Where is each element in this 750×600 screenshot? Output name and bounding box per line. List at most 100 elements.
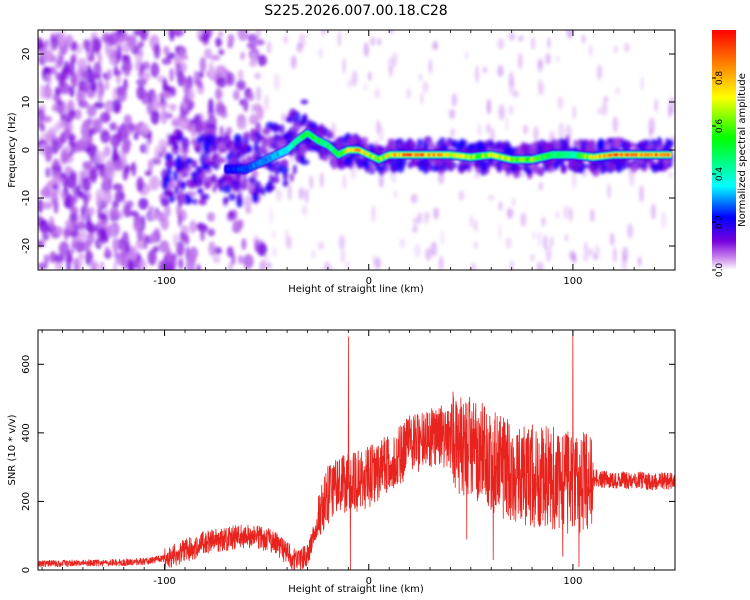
noise-blob [147, 249, 157, 266]
halo-blob [252, 193, 259, 203]
noise-blob [116, 126, 122, 142]
noise-blob [176, 241, 185, 257]
noise-blob [458, 190, 465, 201]
halo-blob [180, 180, 186, 192]
noise-blob [60, 149, 68, 165]
noise-blob [63, 127, 71, 136]
noise-blob [254, 72, 261, 80]
noise-blob [226, 70, 231, 87]
noise-blob [100, 129, 111, 144]
noise-blob [227, 41, 234, 49]
noise-blob [378, 174, 384, 188]
noise-blob [661, 210, 667, 229]
noise-blob [111, 200, 119, 209]
noise-blob [668, 106, 672, 119]
noise-blob [422, 80, 429, 94]
noise-blob [116, 86, 128, 103]
noise-blob [121, 140, 131, 155]
noise-blob [68, 85, 75, 98]
noise-blob [464, 51, 469, 60]
y-tick-label: 10 [21, 96, 32, 109]
noise-blob [612, 246, 617, 263]
noise-blob [82, 160, 92, 170]
noise-blob [107, 47, 117, 61]
noise-blob [346, 78, 354, 89]
noise-blob [498, 104, 506, 121]
noise-blob [103, 189, 113, 205]
noise-blob [95, 194, 103, 208]
noise-blob [309, 175, 313, 190]
noise-blob [498, 223, 502, 241]
halo-blob [624, 139, 630, 150]
halo-blob [416, 138, 424, 146]
halo-blob [373, 144, 383, 155]
noise-blob [246, 42, 257, 49]
halo-blob [257, 134, 265, 141]
noise-blob [71, 40, 78, 51]
noise-blob [80, 70, 88, 80]
halo-blob [343, 158, 352, 165]
noise-blob [86, 55, 95, 63]
noise-blob [42, 232, 50, 241]
halo-blob [190, 171, 198, 178]
halo-blob [214, 157, 221, 167]
halo-blob [198, 132, 208, 143]
noise-blob [140, 215, 146, 231]
noise-blob [42, 201, 53, 210]
noise-blob [301, 204, 308, 216]
chart-title: S225.2026.007.00.18.C28 [264, 3, 447, 19]
halo-blob [353, 154, 362, 164]
noise-blob [166, 52, 176, 60]
noise-blob [369, 36, 376, 47]
noise-blob [152, 245, 160, 253]
noise-blob [118, 33, 125, 44]
noise-blob [275, 188, 283, 202]
noise-blob [668, 171, 673, 179]
noise-blob [489, 128, 495, 143]
noise-blob [206, 211, 216, 222]
noise-blob [627, 223, 634, 239]
halo-blob [192, 198, 198, 205]
noise-blob [117, 210, 125, 220]
halo-blob [233, 180, 242, 192]
noise-blob [136, 78, 147, 87]
halo-blob [222, 137, 232, 149]
halo-blob [335, 141, 344, 151]
noise-blob [613, 45, 618, 54]
noise-blob [106, 68, 113, 81]
noise-blob [342, 174, 347, 190]
noise-blob [140, 123, 150, 135]
halo-blob [266, 136, 275, 148]
spectrogram-x-label: Height of straight line (km) [288, 284, 424, 295]
halo-blob [190, 138, 198, 146]
noise-blob [283, 34, 289, 45]
halo-blob [236, 193, 242, 201]
halo-blob [178, 189, 184, 201]
noise-blob [623, 42, 631, 53]
noise-blob [588, 44, 593, 57]
noise-blob [59, 132, 68, 144]
noise-blob [581, 34, 586, 44]
noise-blob [39, 122, 46, 133]
halo-blob [300, 99, 309, 105]
noise-blob [214, 88, 223, 101]
noise-blob [473, 241, 479, 249]
halo-blob [166, 167, 172, 177]
halo-blob [657, 136, 662, 145]
x-tick-label: -100 [153, 276, 176, 287]
snr-panel: -100 0 100 0 200 400 600 Height of straight l… [7, 329, 676, 595]
noise-blob [178, 120, 187, 129]
noise-blob [122, 167, 128, 181]
noise-blob [158, 260, 165, 270]
noise-blob [263, 252, 269, 268]
noise-blob [650, 203, 656, 220]
halo-blob [464, 163, 471, 170]
noise-blob [54, 253, 65, 263]
noise-blob [290, 55, 297, 70]
noise-blob [487, 98, 492, 115]
noise-blob [112, 86, 117, 103]
noise-blob [218, 49, 225, 56]
noise-blob [497, 64, 504, 77]
noise-blob [38, 219, 50, 234]
halo-blob [496, 159, 502, 172]
